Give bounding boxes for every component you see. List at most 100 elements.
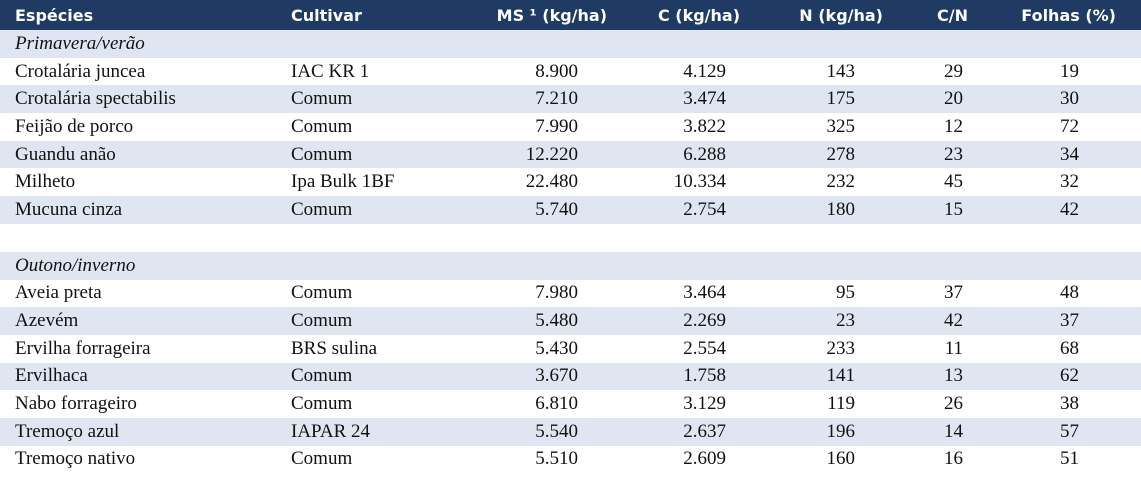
cell-n: 143 bbox=[826, 60, 856, 82]
cell-ms: 5.480 bbox=[535, 310, 578, 332]
cell-n: 325 bbox=[826, 115, 856, 137]
cell-c: 3.822 bbox=[683, 115, 726, 137]
col-header-n: N (kg/ha) bbox=[799, 5, 883, 25]
cell-folhas: 32 bbox=[1060, 171, 1079, 193]
cell-ms: 7.980 bbox=[535, 282, 578, 304]
cell-folhas: 68 bbox=[1060, 337, 1079, 359]
cell-n: 95 bbox=[836, 282, 855, 304]
table-header-row: Espécies Cultivar MS ¹ (kg/ha) C (kg/ha)… bbox=[0, 0, 1141, 30]
cell-cn: 23 bbox=[944, 143, 963, 165]
cell-cn: 12 bbox=[944, 115, 963, 137]
cell-n: 278 bbox=[826, 143, 856, 165]
cell-cn: 16 bbox=[944, 448, 963, 470]
cell-folhas: 48 bbox=[1060, 282, 1079, 304]
spacer-row bbox=[0, 223, 1141, 252]
cell-cn: 14 bbox=[944, 420, 963, 442]
section-row: Primavera/verão bbox=[0, 30, 1141, 58]
cell-cultivar: Comum bbox=[291, 198, 353, 220]
cell-c: 3.129 bbox=[683, 393, 726, 415]
cell-especie: Crotalária juncea bbox=[15, 60, 146, 82]
cell-cn: 15 bbox=[944, 198, 963, 220]
cell-cultivar: Comum bbox=[291, 115, 353, 137]
cell-especie: Guandu anão bbox=[15, 143, 116, 165]
cell-ms: 5.510 bbox=[535, 448, 578, 470]
table-row: Crotalária juncea IAC KR 1 8.900 4.129 143 29… bbox=[0, 58, 1141, 86]
cell-especie: Milheto bbox=[15, 171, 76, 193]
cell-c: 2.269 bbox=[683, 310, 726, 332]
cell-cultivar: Comum bbox=[291, 365, 353, 387]
cell-c: 3.464 bbox=[683, 282, 726, 304]
cell-ms: 7.990 bbox=[535, 115, 578, 137]
cell-cultivar: Comum bbox=[291, 448, 353, 470]
cell-n: 141 bbox=[826, 365, 856, 387]
cell-especie: Aveia preta bbox=[15, 282, 102, 304]
cell-ms: 12.220 bbox=[525, 143, 578, 165]
cell-c: 6.288 bbox=[683, 143, 726, 165]
cell-cultivar: BRS sulina bbox=[291, 337, 378, 359]
cell-cultivar: IAC KR 1 bbox=[291, 60, 370, 82]
cell-n: 175 bbox=[826, 88, 856, 110]
cell-cultivar: IAPAR 24 bbox=[291, 420, 371, 442]
cell-especie: Nabo forrageiro bbox=[15, 393, 137, 415]
cell-ms: 3.670 bbox=[535, 365, 578, 387]
cell-c: 2.609 bbox=[683, 448, 726, 470]
section-label: Outono/inverno bbox=[15, 254, 136, 276]
col-header-ms: MS ¹ (kg/ha) bbox=[496, 5, 607, 25]
cell-cultivar: Comum bbox=[291, 310, 353, 332]
table-row: Azevém Comum 5.480 2.269 23 42 37 bbox=[0, 307, 1141, 335]
cell-cultivar: Comum bbox=[291, 88, 353, 110]
cell-c: 2.554 bbox=[683, 337, 726, 359]
cell-folhas: 19 bbox=[1060, 60, 1079, 82]
cell-ms: 8.900 bbox=[535, 60, 578, 82]
cell-cultivar: Comum bbox=[291, 393, 353, 415]
cell-n: 196 bbox=[826, 420, 856, 442]
table-row: Feijão de porco Comum 7.990 3.822 325 12 72 bbox=[0, 113, 1141, 141]
table-row: Ervilha forrageira BRS sulina 5.430 2.554 23… bbox=[0, 335, 1141, 363]
cell-ms: 5.430 bbox=[535, 337, 578, 359]
col-header-especies: Espécies bbox=[15, 5, 94, 25]
cell-ms: 22.480 bbox=[525, 171, 578, 193]
cell-c: 4.129 bbox=[683, 60, 726, 82]
cell-cn: 45 bbox=[944, 171, 963, 193]
table-row: Crotalária spectabilis Comum 7.210 3.474 175… bbox=[0, 85, 1141, 114]
cell-cultivar: Comum bbox=[291, 143, 353, 165]
cell-folhas: 72 bbox=[1060, 115, 1079, 137]
col-header-c: C (kg/ha) bbox=[657, 5, 740, 25]
cell-ms: 5.740 bbox=[535, 198, 578, 220]
cell-cn: 20 bbox=[944, 88, 963, 110]
cell-cn: 29 bbox=[944, 60, 963, 82]
cell-especie: Crotalária spectabilis bbox=[15, 88, 176, 110]
cell-cn: 26 bbox=[944, 393, 963, 415]
table-row: Milheto Ipa Bulk 1BF 22.480 10.334 232 45 32 bbox=[0, 168, 1141, 196]
section-row: Outono/inverno bbox=[0, 251, 1141, 280]
cell-n: 119 bbox=[827, 393, 855, 415]
col-header-cn: C/N bbox=[937, 5, 968, 25]
cell-ms: 7.210 bbox=[535, 88, 578, 110]
cell-cn: 13 bbox=[944, 365, 963, 387]
cell-especie: Azevém bbox=[15, 310, 79, 332]
table-row: Tremoço nativo Comum 5.510 2.609 160 16 51 bbox=[0, 446, 1141, 474]
cell-folhas: 51 bbox=[1060, 448, 1079, 470]
table-row: Nabo forrageiro Comum 6.810 3.129 119 26 38 bbox=[0, 390, 1141, 418]
cell-c: 2.637 bbox=[683, 420, 726, 442]
cell-n: 180 bbox=[826, 198, 856, 220]
cell-especie: Tremoço azul bbox=[15, 420, 120, 442]
table-body: Primavera/verão Crotalária juncea IAC KR 1… bbox=[0, 30, 1141, 473]
cell-cultivar: Ipa Bulk 1BF bbox=[291, 171, 395, 193]
cell-folhas: 62 bbox=[1060, 365, 1079, 387]
cell-ms: 6.810 bbox=[535, 393, 578, 415]
cell-c: 10.334 bbox=[673, 171, 726, 193]
section-label: Primavera/verão bbox=[15, 32, 145, 54]
cell-folhas: 57 bbox=[1060, 420, 1079, 442]
cell-ms: 5.540 bbox=[535, 420, 578, 442]
col-header-cultivar: Cultivar bbox=[291, 5, 362, 25]
cell-folhas: 30 bbox=[1060, 88, 1079, 110]
cell-n: 233 bbox=[826, 337, 856, 359]
cell-n: 160 bbox=[826, 448, 856, 470]
table-row: Ervilhaca Comum 3.670 1.758 141 13 62 bbox=[0, 362, 1141, 391]
cell-n: 232 bbox=[826, 171, 856, 193]
cell-c: 2.754 bbox=[683, 198, 726, 220]
table-row: Aveia preta Comum 7.980 3.464 95 37 48 bbox=[0, 280, 1141, 308]
cell-folhas: 37 bbox=[1060, 310, 1079, 332]
